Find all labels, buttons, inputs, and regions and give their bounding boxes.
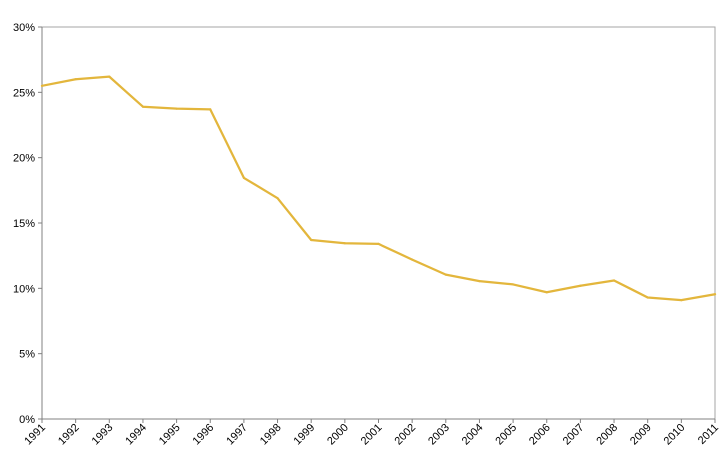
x-tick-label: 2008	[594, 422, 620, 448]
x-tick-label: 2011	[696, 422, 721, 447]
data-point	[646, 296, 649, 299]
x-tick-label: 2005	[493, 422, 519, 448]
x-tick-label: 1997	[224, 422, 250, 448]
data-point	[108, 75, 111, 78]
y-tick-label: 20%	[13, 153, 35, 165]
data-point	[175, 107, 178, 110]
y-tick-label: 15%	[13, 218, 35, 230]
data-point	[343, 242, 346, 245]
data-point	[612, 279, 616, 282]
data-point	[242, 176, 245, 180]
x-tick-label: 1992	[56, 422, 82, 448]
series-line	[40, 75, 717, 302]
x-tick-label: 2001	[359, 422, 385, 448]
x-tick-label: 1998	[258, 422, 284, 448]
y-tick-label: 0%	[19, 414, 35, 426]
x-tick-label: 1993	[90, 422, 116, 448]
x-tick-label: 1996	[191, 422, 217, 448]
y-tick-label: 5%	[19, 349, 35, 361]
x-tick-label: 2000	[325, 422, 351, 448]
data-point	[411, 258, 414, 261]
x-tick-label: 2003	[426, 422, 452, 448]
x-tick-label: 2004	[460, 422, 486, 448]
data-point	[713, 293, 717, 296]
plot-frame	[42, 26, 716, 419]
data-point	[141, 105, 145, 108]
x-tick-label: 2010	[662, 422, 688, 448]
x-tick-label: 2007	[561, 422, 587, 448]
data-point	[310, 238, 313, 242]
data-point	[40, 84, 44, 87]
data-point	[680, 298, 683, 302]
data-point	[511, 283, 515, 286]
x-tick-label: 1994	[123, 422, 149, 448]
data-point	[444, 273, 447, 276]
y-tick-label: 25%	[13, 87, 35, 99]
y-tick-label: 10%	[13, 283, 35, 295]
x-tick-label: 2002	[392, 422, 418, 448]
data-point	[579, 284, 582, 287]
data-point	[545, 291, 548, 294]
plot-area: 0%5%10%15%20%25%30%1991 1992 1993 1994 1995 1…	[13, 22, 721, 447]
data-point	[74, 78, 77, 81]
data-point	[276, 197, 279, 200]
x-tick-label: 1999	[292, 422, 318, 448]
x-tick-label: 1995	[157, 422, 183, 448]
data-point	[209, 108, 212, 111]
y-tick-label: 30%	[13, 22, 35, 34]
x-tick-label: 2006	[527, 422, 553, 448]
data-point	[478, 280, 481, 283]
x-tick-label: 2009	[628, 422, 654, 448]
data-point	[377, 242, 380, 246]
